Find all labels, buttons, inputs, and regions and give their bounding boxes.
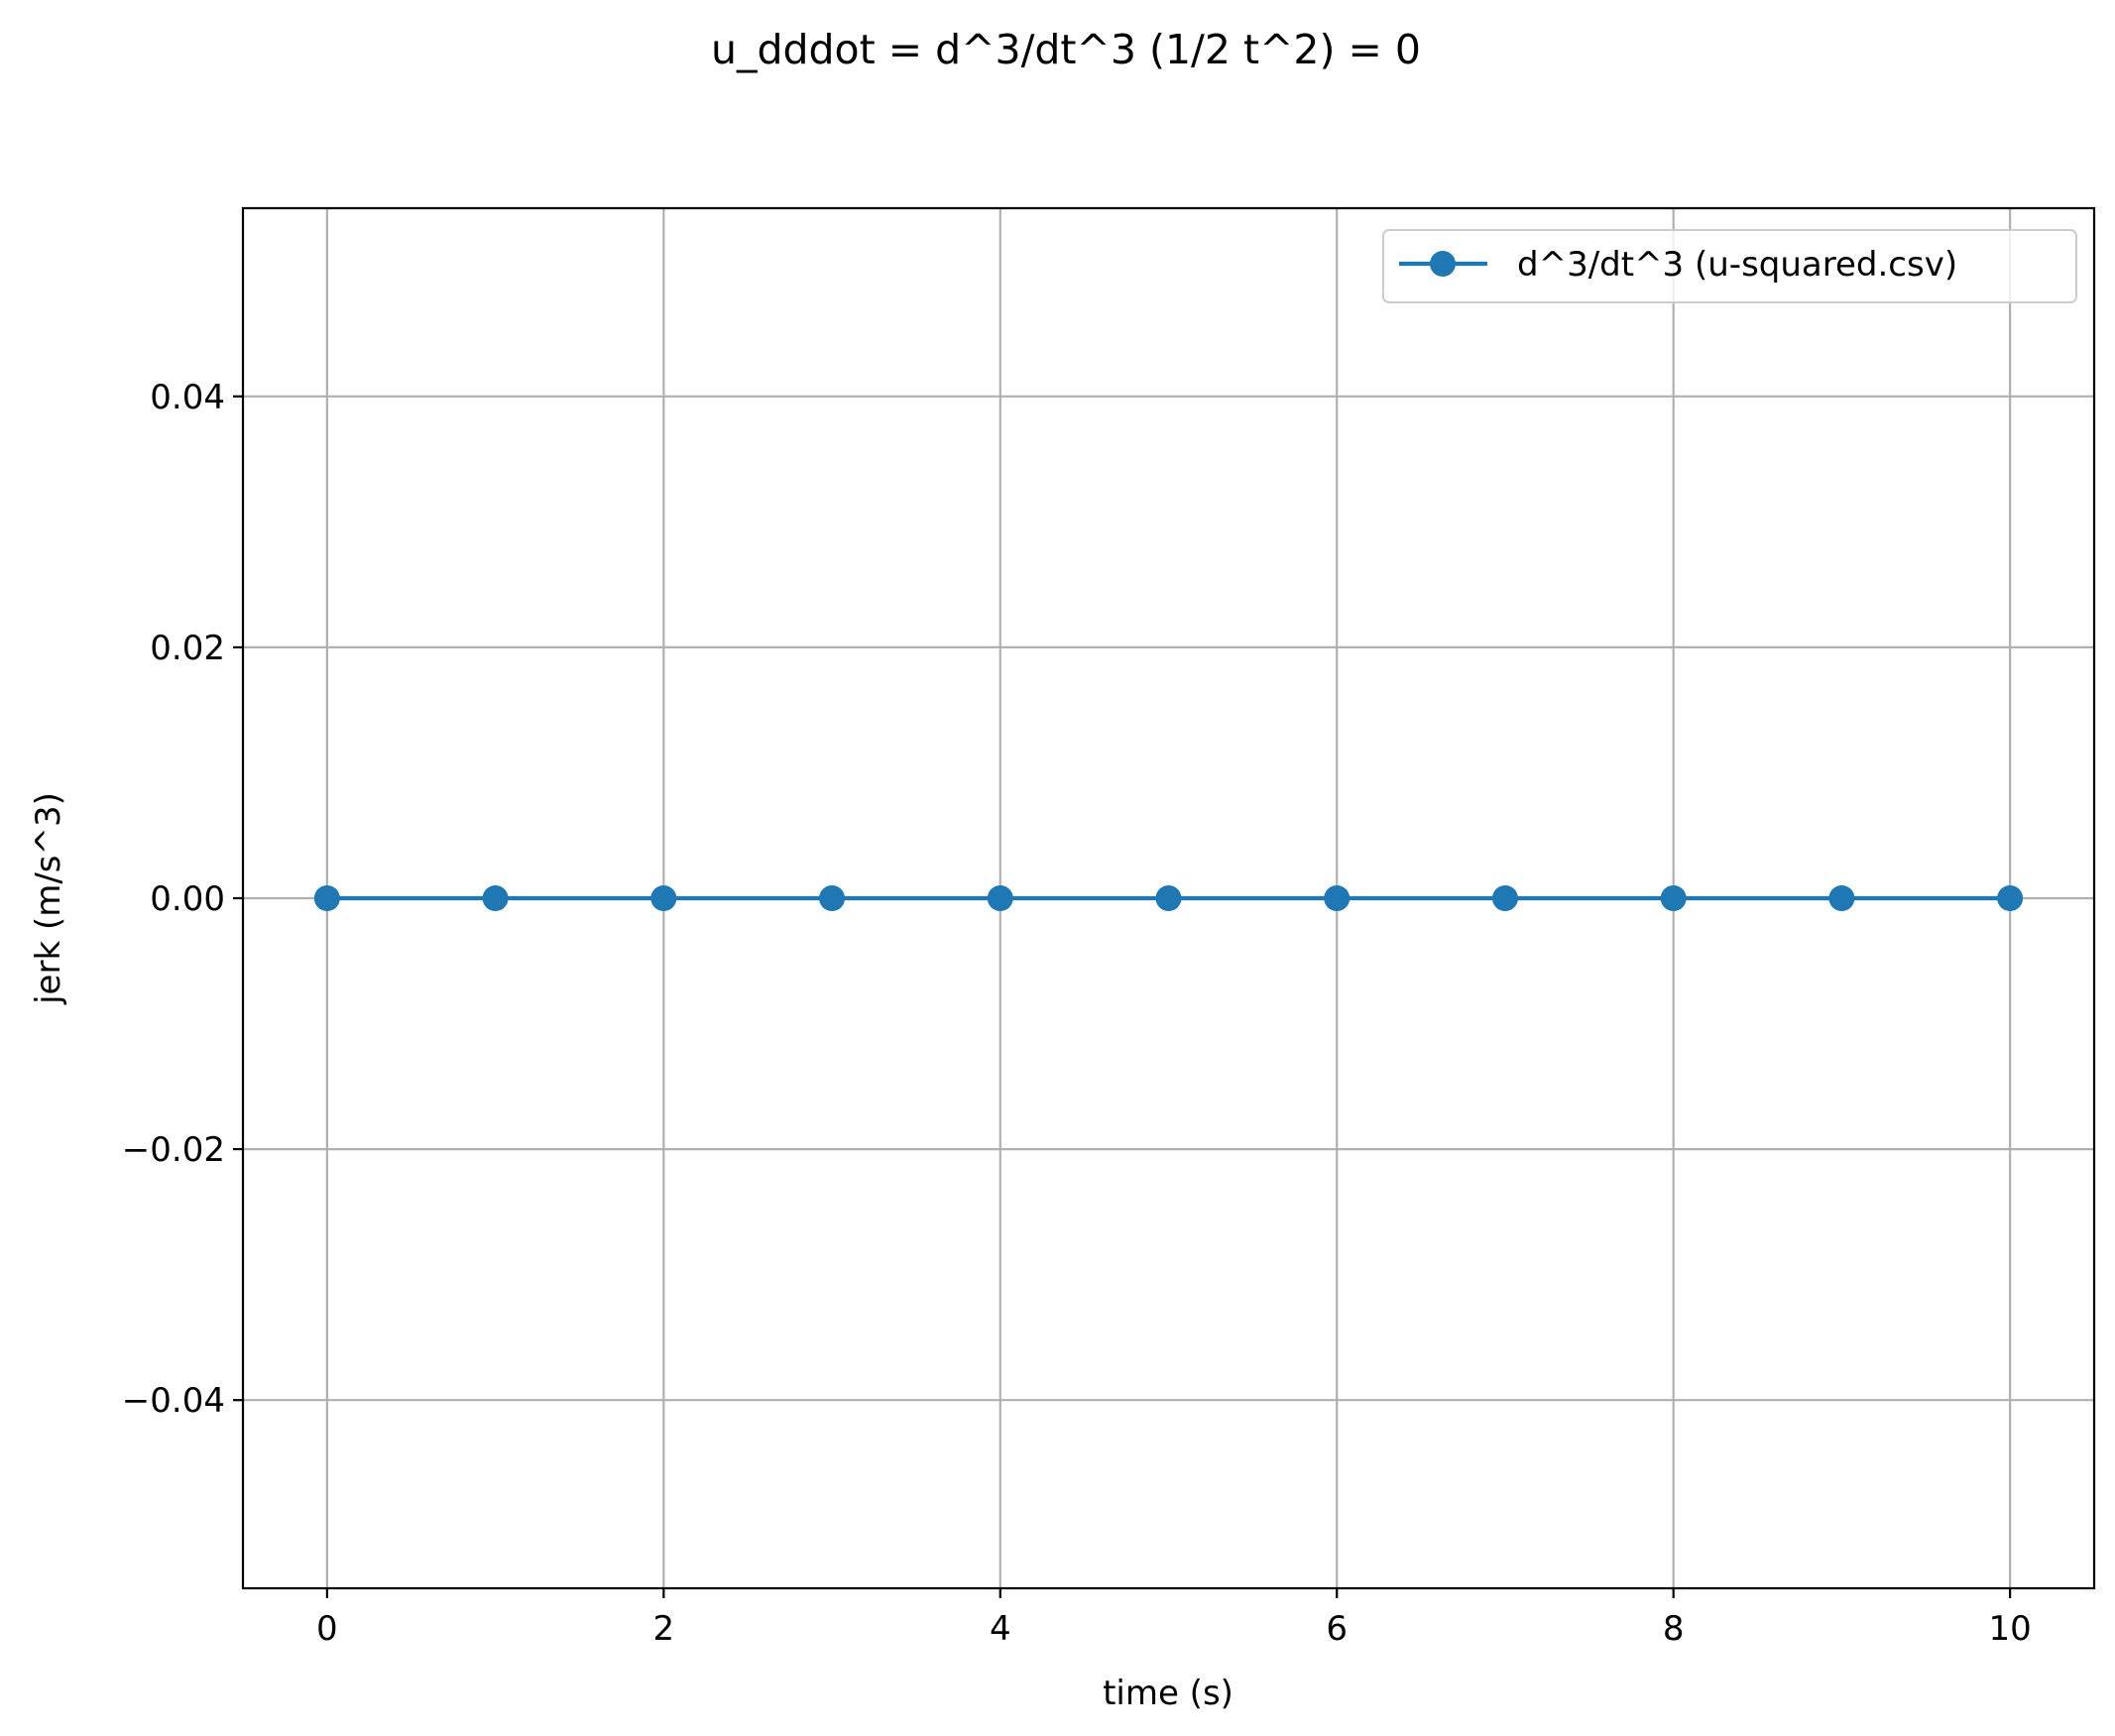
chart-title: u_dddot = d^3/dt^3 (1/2 t^2) = 0 — [711, 26, 1421, 73]
data-point — [1324, 885, 1351, 911]
data-point — [987, 885, 1013, 911]
x-tick-label: 10 — [1989, 1609, 2032, 1649]
ticks: 0 2 4 6 8 10 −0.04 −0.02 0.00 0.02 0.04 — [122, 378, 2032, 1649]
data-point — [1660, 885, 1687, 911]
data-point — [313, 885, 340, 911]
data-point — [1828, 885, 1855, 911]
y-tick-label: −0.04 — [122, 1381, 225, 1421]
x-tick-label: 6 — [1326, 1609, 1348, 1649]
y-tick-label: −0.02 — [122, 1130, 225, 1170]
data-point — [1491, 885, 1518, 911]
data-point — [650, 885, 677, 911]
x-tick-label: 8 — [1663, 1609, 1685, 1649]
x-tick-label: 4 — [990, 1609, 1011, 1649]
series-layer — [313, 885, 2024, 911]
data-point — [1155, 885, 1182, 911]
x-axis-label: time (s) — [1103, 1674, 1234, 1713]
legend-label: d^3/dt^3 (u-squared.csv) — [1517, 245, 1957, 285]
y-tick-label: 0.04 — [150, 378, 225, 417]
legend: d^3/dt^3 (u-squared.csv) — [1382, 229, 2077, 303]
data-point — [819, 885, 846, 911]
y-axis-label: jerk (m/s^3) — [29, 792, 68, 1005]
y-tick-label: 0.02 — [150, 629, 225, 668]
data-point — [1997, 885, 2024, 911]
x-tick-label: 2 — [652, 1609, 674, 1649]
legend-marker-icon — [1430, 251, 1456, 277]
x-tick-label: 0 — [316, 1609, 338, 1649]
data-point — [482, 885, 509, 911]
legend-box — [1382, 229, 2077, 303]
y-tick-label: 0.00 — [150, 879, 225, 919]
